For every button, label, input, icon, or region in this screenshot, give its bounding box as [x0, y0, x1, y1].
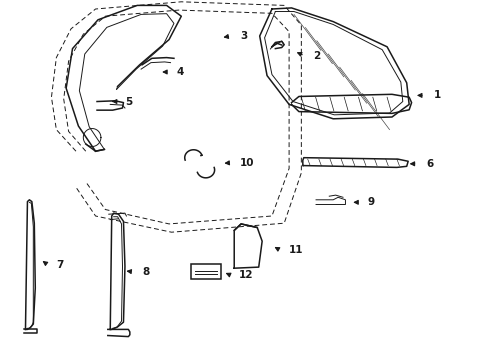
Text: 12: 12 — [239, 270, 254, 280]
Text: 7: 7 — [56, 260, 64, 270]
Text: 2: 2 — [314, 51, 321, 61]
Text: 8: 8 — [142, 267, 149, 277]
Text: 11: 11 — [289, 245, 304, 255]
Text: 4: 4 — [176, 67, 184, 77]
FancyBboxPatch shape — [191, 264, 220, 279]
Text: 6: 6 — [426, 159, 434, 169]
Text: 3: 3 — [240, 31, 247, 41]
Text: 9: 9 — [368, 197, 375, 207]
Text: 5: 5 — [125, 96, 132, 107]
Text: 1: 1 — [434, 90, 441, 100]
Text: 10: 10 — [240, 158, 255, 168]
